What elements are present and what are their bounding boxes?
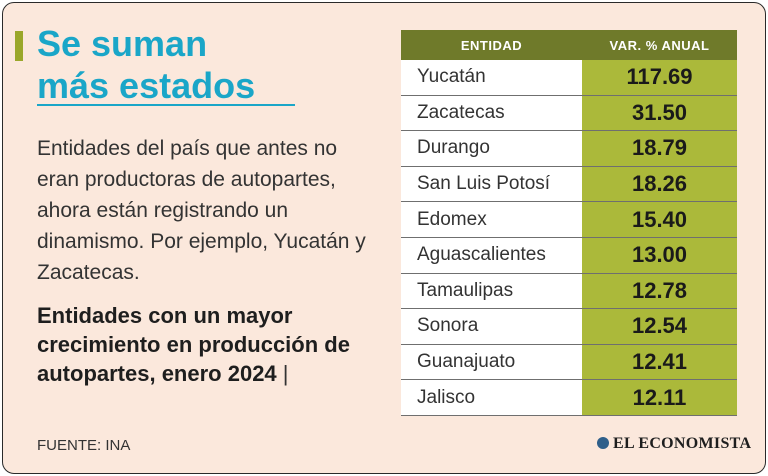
brand-icon: [597, 437, 609, 449]
column-header-variation: VAR. % ANUAL: [609, 37, 710, 53]
table-row: Durango 18.79: [401, 131, 737, 167]
brand-logo: EL ECONOMISTA: [597, 435, 751, 453]
variation-value-cell: 13.00: [582, 237, 737, 273]
data-table: ENTIDAD VAR. % ANUAL Yucatán 117.69 Zacate…: [401, 30, 737, 416]
description-text: Entidades del país que antes no eran pro…: [37, 137, 366, 284]
title-line-2: más estados: [37, 65, 256, 106]
entity-name-cell: Yucatán: [401, 60, 582, 95]
variation-value-cell: 18.79: [582, 131, 737, 166]
table-row: Guanajuato 12.41: [401, 344, 737, 381]
variation-value-cell: 12.78: [582, 273, 737, 309]
variation-value-cell: 31.50: [582, 95, 737, 131]
variation-value-cell: 12.11: [582, 380, 737, 415]
entity-name-cell: Zacatecas: [401, 95, 582, 131]
title-underline: [37, 104, 295, 106]
title-line-1: Se suman: [37, 23, 208, 64]
table-row: Edomex 15.40: [401, 202, 737, 238]
variation-value-cell: 15.40: [582, 202, 737, 237]
entity-name-cell: Tamaulipas: [401, 273, 582, 309]
table-body: Yucatán 117.69 Zacatecas 31.50 Durango 18.79 S…: [401, 60, 737, 416]
entity-name-cell: Jalisco: [401, 380, 582, 415]
table-header: ENTIDAD VAR. % ANUAL: [401, 30, 737, 60]
entity-name-cell: Aguascalientes: [401, 237, 582, 273]
variation-value-cell: 12.54: [582, 309, 737, 344]
table-row: Zacatecas 31.50: [401, 95, 737, 132]
table-subtitle: Entidades con un mayor crecimiento en pr…: [37, 301, 377, 388]
subtitle-separator: |: [282, 361, 289, 386]
table-row: Jalisco 12.11: [401, 380, 737, 416]
column-header-entity: ENTIDAD: [460, 37, 523, 53]
entity-name-cell: San Luis Potosí: [401, 166, 582, 202]
entity-name-cell: Edomex: [401, 202, 582, 237]
entity-name-cell: Durango: [401, 131, 582, 166]
variation-value-cell: 12.41: [582, 344, 737, 380]
source-note: FUENTE: INA: [37, 437, 131, 454]
entity-name-cell: Guanajuato: [401, 344, 582, 380]
brand-text: EL ECONOMISTA: [613, 435, 752, 452]
subtitle-text: Entidades con un mayor crecimiento en pr…: [37, 303, 350, 386]
table-row: Yucatán 117.69: [401, 60, 737, 96]
table-row: Aguascalientes 13.00: [401, 237, 737, 274]
variation-value-cell: 18.26: [582, 166, 737, 202]
page-title: Se suman más estados: [37, 23, 347, 107]
accent-bar: [15, 31, 23, 61]
table-row: San Luis Potosí 18.26: [401, 166, 737, 203]
entity-name-cell: Sonora: [401, 309, 582, 344]
variation-value-cell: 117.69: [582, 60, 737, 95]
table-row: Tamaulipas 12.78: [401, 273, 737, 310]
table-row: Sonora 12.54: [401, 309, 737, 345]
